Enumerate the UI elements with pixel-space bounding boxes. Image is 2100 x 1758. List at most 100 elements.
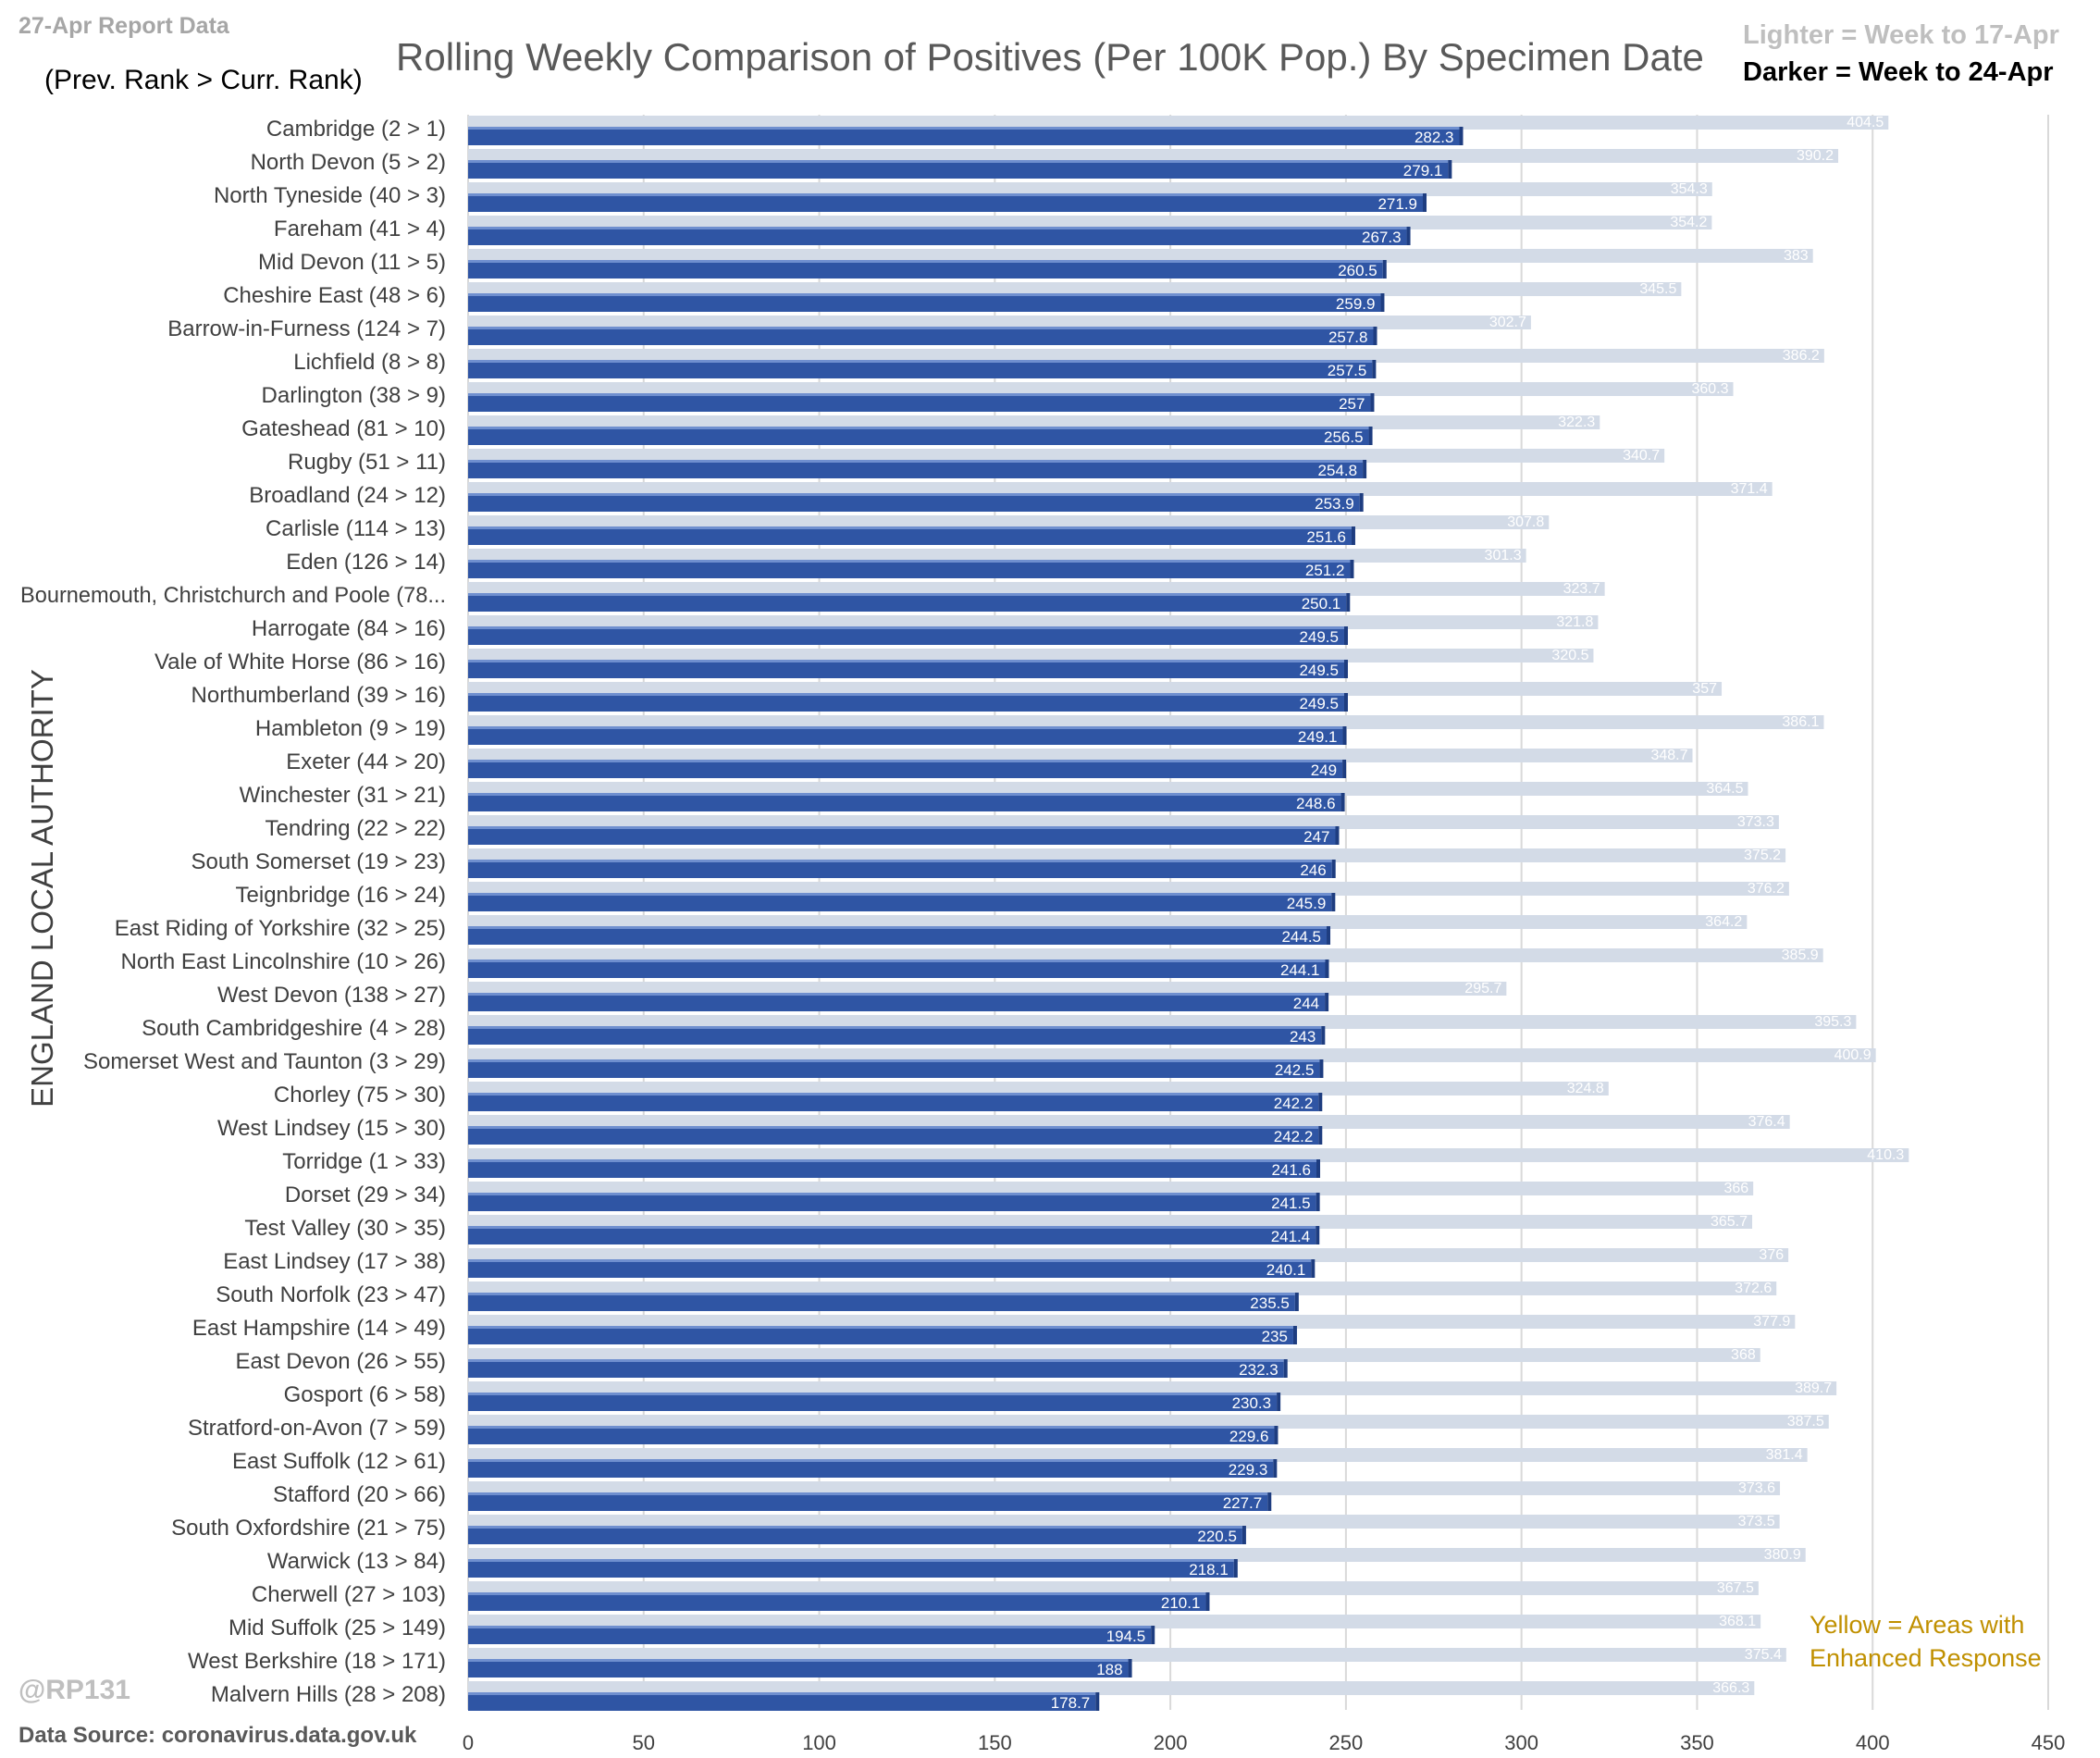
bar-current-week-top-edge — [468, 327, 1374, 329]
bar-current-week-side-edge — [1318, 1126, 1323, 1145]
bar-current-week-side-edge — [1331, 860, 1336, 878]
bar-previous-week — [468, 1481, 1781, 1495]
bar-previous-week — [468, 749, 1693, 762]
bar-current-week-top-edge — [468, 1526, 1242, 1529]
bar-label-current-week: 256.5 — [1324, 428, 1364, 446]
rank-note: (Prev. Rank > Curr. Rank) — [44, 65, 363, 95]
bar-current-week-top-edge — [468, 193, 1424, 196]
x-tick-label: 450 — [2032, 1731, 2066, 1754]
category-label: Test Valley (30 > 35) — [244, 1216, 446, 1241]
bar-current-week-side-edge — [1151, 1626, 1155, 1644]
bar-current-week — [468, 429, 1369, 445]
bar-label-current-week: 279.1 — [1403, 162, 1443, 180]
bar-previous-week — [468, 1148, 1909, 1162]
bar-current-week-top-edge — [468, 127, 1460, 130]
bar-current-week-top-edge — [468, 460, 1364, 463]
category-label: Lichfield (8 > 8) — [293, 350, 446, 375]
x-tick-label: 250 — [1329, 1731, 1364, 1754]
category-label: Warwick (13 > 84) — [267, 1549, 446, 1574]
bar-label-previous-week: 395.3 — [1814, 1014, 1851, 1030]
bar-current-week-top-edge — [468, 993, 1326, 996]
bar-current-week — [468, 1229, 1316, 1244]
bar-current-week-side-edge — [1370, 393, 1375, 412]
bar-label-current-week: 246 — [1300, 861, 1326, 879]
bar-label-previous-week: 376.2 — [1748, 881, 1785, 897]
bar-label-previous-week: 383 — [1784, 248, 1809, 264]
bar-label-previous-week: 307.8 — [1507, 514, 1544, 530]
category-label: East Riding of Yorkshire (32 > 25) — [115, 916, 446, 941]
bar-label-previous-week: 376.4 — [1748, 1114, 1785, 1130]
bar-label-previous-week: 386.2 — [1783, 348, 1820, 364]
bar-current-week-side-edge — [1368, 427, 1373, 445]
category-label: Torridge (1 > 33) — [282, 1149, 446, 1174]
bar-current-week-top-edge — [468, 860, 1332, 862]
bar-current-week — [468, 596, 1347, 612]
bar-current-week — [468, 163, 1449, 179]
bar-label-current-week: 241.5 — [1271, 1195, 1311, 1212]
x-tick-label: 50 — [633, 1731, 655, 1754]
bar-current-week-side-edge — [1205, 1592, 1210, 1611]
bar-current-week-top-edge — [468, 427, 1369, 429]
bar-previous-week — [468, 582, 1605, 596]
bar-current-week — [468, 1462, 1274, 1478]
bar-current-week-side-edge — [1382, 260, 1387, 279]
bar-current-week-top-edge — [468, 826, 1336, 829]
bar-label-current-week: 249.5 — [1299, 695, 1339, 712]
bar-current-week-side-edge — [1380, 293, 1385, 312]
bar-current-week-side-edge — [1319, 1059, 1324, 1078]
bar-label-previous-week: 360.3 — [1691, 381, 1728, 397]
bar-previous-week — [468, 1082, 1609, 1096]
bar-current-week-top-edge — [468, 1592, 1206, 1595]
bar-label-previous-week: 376 — [1759, 1247, 1784, 1263]
bar-previous-week — [468, 1415, 1829, 1429]
category-label: Chorley (75 > 30) — [274, 1083, 446, 1108]
bar-previous-week — [468, 1448, 1808, 1462]
bar-current-week — [468, 1362, 1284, 1378]
bar-current-week-side-edge — [1316, 1193, 1320, 1211]
bar-previous-week — [468, 1348, 1760, 1362]
bar-current-week — [468, 696, 1344, 712]
bar-previous-week — [468, 149, 1839, 163]
bar-current-week-top-edge — [468, 1659, 1129, 1662]
bar-previous-week — [468, 1281, 1777, 1295]
bar-label-current-week: 210.1 — [1161, 1594, 1201, 1612]
report-date-label: 27-Apr Report Data — [19, 13, 229, 39]
bar-current-week-side-edge — [1351, 526, 1355, 545]
bar-label-current-week: 259.9 — [1336, 295, 1376, 313]
bar-previous-week — [468, 415, 1600, 429]
bar-current-week-top-edge — [468, 1026, 1322, 1029]
bar-label-current-week: 257.8 — [1328, 328, 1368, 346]
bar-label-previous-week: 390.2 — [1797, 148, 1834, 164]
bar-current-week — [468, 962, 1326, 978]
bar-label-previous-week: 375.4 — [1745, 1647, 1782, 1663]
bar-label-previous-week: 389.7 — [1795, 1380, 1832, 1396]
bar-current-week — [468, 296, 1381, 312]
bar-label-current-week: 242.2 — [1274, 1095, 1314, 1112]
bar-current-week-top-edge — [468, 793, 1341, 796]
legend-entry-previous-week: Lighter = Week to 17-Apr — [1743, 20, 2059, 50]
bar-current-week — [468, 229, 1407, 245]
bar-current-week — [468, 363, 1373, 378]
bar-label-current-week: 188 — [1096, 1661, 1122, 1678]
bar-current-week — [468, 862, 1332, 878]
bar-current-week-side-edge — [1241, 1526, 1246, 1544]
bar-current-week — [468, 929, 1328, 945]
x-tick-label: 200 — [1154, 1731, 1188, 1754]
bar-current-week-top-edge — [468, 626, 1344, 629]
bar-current-week-top-edge — [468, 360, 1373, 363]
category-label: Broadland (24 > 12) — [249, 483, 446, 508]
bar-current-week-top-edge — [468, 1259, 1312, 1262]
bar-current-week — [468, 529, 1352, 545]
bar-label-current-week: 220.5 — [1197, 1528, 1237, 1545]
bar-current-week-side-edge — [1273, 1459, 1278, 1478]
bar-previous-week — [468, 216, 1712, 229]
bar-current-week — [468, 1562, 1234, 1578]
category-label: Mid Devon (11 > 5) — [258, 250, 446, 275]
bar-previous-week — [468, 282, 1682, 296]
bar-label-current-week: 241.4 — [1271, 1228, 1311, 1245]
bar-label-previous-week: 364.2 — [1705, 914, 1742, 930]
bar-current-week — [468, 1295, 1295, 1311]
bar-previous-week — [468, 182, 1712, 196]
bar-label-current-week: 232.3 — [1239, 1361, 1279, 1379]
category-label: Tendring (22 > 22) — [266, 816, 446, 841]
